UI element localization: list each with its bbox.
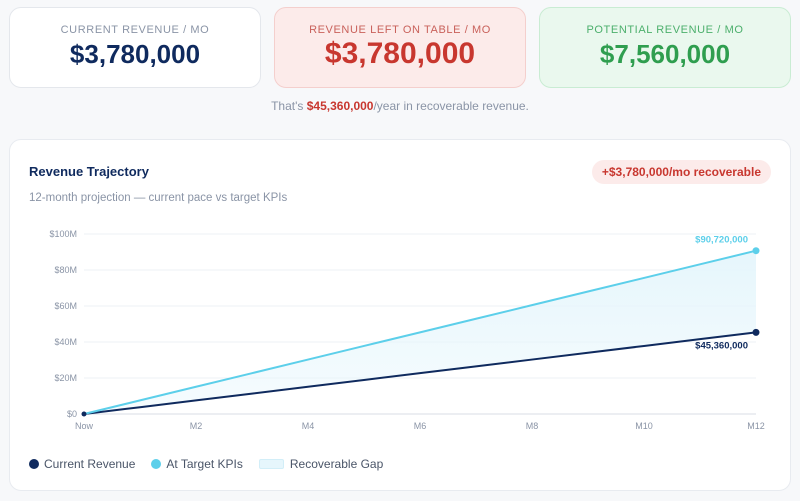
kpi-label: POTENTIAL REVENUE / MO [586,24,744,36]
legend-label: Recoverable Gap [289,457,384,471]
legend-dot-icon [29,459,39,469]
target-end-point [752,247,760,255]
y-tick-label: $100M [49,229,77,239]
legend-label: At Target KPIs [166,457,243,471]
recoverable-badge: +$3,780,000/mo recoverable [591,160,771,184]
kpi-value: $3,780,000 [324,37,476,70]
kpi-card-current-revenue: CURRENT REVENUE / MO $3,780,000 [9,7,261,88]
legend-label: Current Revenue [44,457,136,471]
summary-suffix: /year in recoverable revenue. [373,99,529,113]
current-end-point [752,328,760,336]
card-subtitle: 12-month projection — current pace vs ta… [29,192,288,204]
kpi-value: $3,780,000 [69,39,201,69]
y-tick-label: $20M [54,373,77,383]
chart-legend: Current Revenue At Target KPIs Recoverab… [29,457,399,471]
y-tick-label: $40M [54,337,77,347]
legend-item-current[interactable]: Current Revenue [29,457,135,471]
kpi-label: CURRENT REVENUE / MO [60,24,210,36]
x-tick-label: M4 [302,421,315,431]
x-tick-label: M8 [526,421,539,431]
kpi-value: $7,560,000 [599,39,731,69]
x-tick-label: M10 [635,421,653,431]
x-tick-label: M12 [747,421,765,431]
legend-dot-icon [151,459,162,469]
x-tick-label: Now [75,421,94,431]
legend-item-target[interactable]: At Target KPIs [151,457,243,471]
kpi-card-revenue-left-on-table: REVENUE LEFT ON TABLE / MO $3,780,000 [274,7,526,88]
y-tick-label: $0 [67,409,77,419]
legend-item-gap[interactable]: Recoverable Gap [258,457,384,471]
start-point [81,411,87,417]
kpi-label: REVENUE LEFT ON TABLE / MO [309,24,491,36]
revenue-trajectory-card: Revenue Trajectory 12-month projection —… [9,139,791,491]
annual-summary: That's $45,360,000/year in recoverable r… [0,99,800,113]
x-tick-label: M2 [190,421,203,431]
current-revenue-line [83,331,757,415]
current-end-label: $45,360,000 [695,340,748,351]
revenue-chart: $0 $20M $40M $60M $80M $100M Now M2 M4 M6 M8 M10 M12… [49,229,765,431]
summary-amount: $45,360,000 [306,99,374,113]
y-tick-label: $60M [54,301,77,311]
x-tick-label: M6 [414,421,427,431]
kpi-card-potential-revenue: POTENTIAL REVENUE / MO $7,560,000 [539,7,791,88]
target-end-label: $90,720,000 [695,235,748,246]
summary-prefix: That's [271,99,307,113]
target-kpis-line [83,249,757,415]
legend-swatch-icon [258,459,284,469]
y-tick-label: $80M [54,265,77,275]
card-title: Revenue Trajectory [29,164,149,179]
